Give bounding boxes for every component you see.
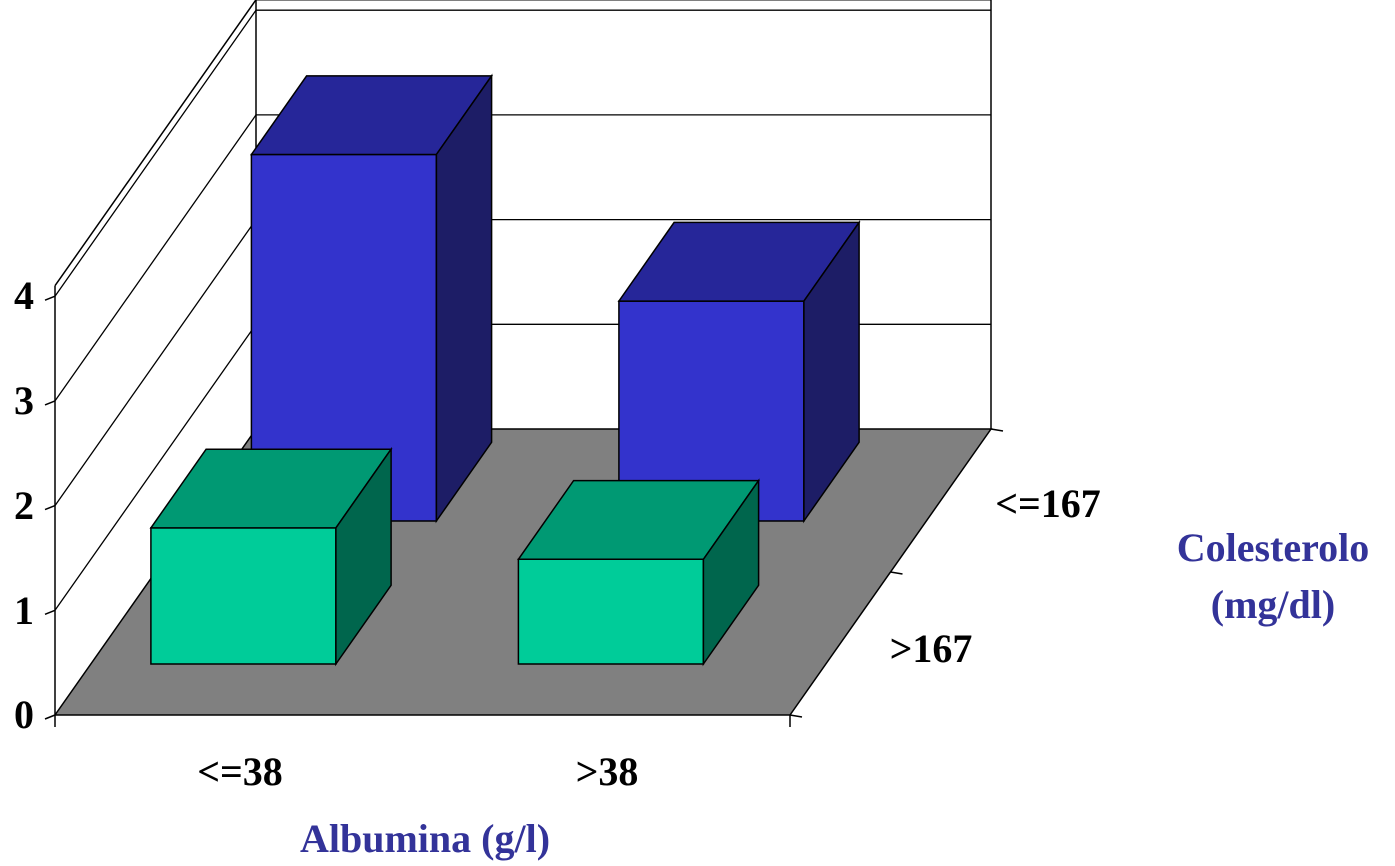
x-category-label-1: >38 [576, 749, 639, 794]
bar-1-1 [516, 478, 761, 667]
bar-1-0-side [335, 446, 392, 667]
bar-0-1 [617, 220, 861, 524]
depth-axis-title-line1: Colesterolo [1177, 525, 1370, 570]
depth-category-label-0: <=167 [995, 481, 1101, 526]
y-tick-label-4: 4 [14, 273, 34, 318]
side-gridline-1 [54, 323, 257, 611]
y-tick-label-3: 3 [14, 378, 34, 423]
y-tick-4 [44, 295, 56, 301]
chart-walls [54, 0, 992, 715]
y-tick-label-2: 2 [14, 483, 34, 528]
bar-1-1-side [702, 478, 760, 667]
bar-1-0-front [150, 527, 337, 665]
side-wall-top-edge [54, 0, 257, 287]
depth-tick-2 [990, 428, 1004, 432]
depth-axis-title-line2: (mg/dl) [1211, 582, 1335, 627]
y-tick-2 [44, 504, 56, 511]
y-tick-1 [44, 609, 56, 615]
depth-tick-1 [890, 571, 903, 575]
bar-1-0 [149, 446, 393, 667]
depth-category-label-1: >167 [890, 626, 973, 671]
x-axis-title: Albumina (g/l) [300, 816, 550, 861]
bar-0-0 [249, 73, 494, 524]
y-tick-label-0: 0 [14, 692, 34, 737]
depth-tick-0 [789, 714, 803, 718]
y-tick-label-1: 1 [14, 588, 34, 633]
bar-0-0-side [435, 73, 493, 524]
x-category-label-0: <=38 [197, 749, 283, 794]
bar-0-1-side [803, 220, 860, 524]
side-gridline-3 [54, 114, 257, 402]
chart-bars [149, 73, 861, 667]
y-tick-0 [44, 714, 56, 720]
chart-axes [44, 295, 1004, 727]
side-gridline-4 [54, 9, 257, 297]
y-tick-3 [44, 400, 56, 406]
bar-1-1-front [517, 558, 705, 665]
side-gridline-2 [54, 219, 257, 506]
